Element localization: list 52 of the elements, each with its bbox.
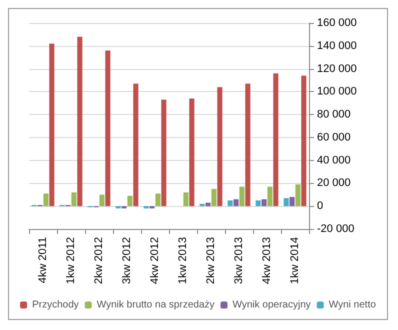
y-tick-label: 120 000 [317, 62, 357, 75]
y-tick-label: 160 000 [317, 17, 357, 29]
y-tick-label: 0 [317, 200, 324, 212]
bar [284, 198, 289, 206]
bar [105, 50, 110, 206]
bar [200, 204, 205, 206]
bar [133, 84, 138, 206]
x-tick-label: 2kw 2013 [205, 237, 217, 284]
bar [262, 199, 267, 206]
bar [161, 100, 166, 206]
y-tick-label: -20 000 [317, 223, 354, 235]
x-tick-label: 1kw 2012 [65, 237, 77, 284]
bar [267, 186, 272, 206]
y-tick-label: 80 000 [317, 108, 351, 121]
y-tick-label: 20 000 [317, 177, 351, 190]
bar [43, 194, 48, 206]
x-tick-label: 3kw 2012 [121, 237, 133, 284]
x-tick-label: 1kw 2013 [177, 237, 189, 284]
y-tick-label: 60 000 [317, 131, 351, 144]
x-tick-label: 2kw 2012 [93, 237, 105, 284]
legend-label: Wynik brutto na sprzedaży [96, 300, 215, 310]
bar [245, 84, 250, 206]
bar [206, 202, 211, 206]
bar [71, 192, 76, 206]
bar [239, 186, 244, 206]
bar [77, 36, 82, 206]
bar [301, 76, 306, 206]
bar [290, 196, 295, 206]
bar [256, 200, 261, 206]
y-tick-label: 40 000 [317, 154, 351, 166]
y-tick-label: 140 000 [317, 40, 357, 52]
x-tick-label: 1kw 2014 [289, 237, 301, 284]
x-tick-label: 4kw 2013 [261, 237, 273, 284]
legend-label: Wyni netto [328, 300, 376, 310]
x-tick-label: 4kw 2011 [37, 237, 49, 284]
bar [155, 194, 160, 206]
x-tick-label: 4kw 2012 [149, 237, 161, 284]
bar [183, 192, 188, 206]
bar [217, 87, 222, 206]
legend-label: Przychody [32, 300, 79, 310]
bar [49, 44, 54, 206]
bar [189, 98, 194, 206]
legend-label: Wynik operacyjny [232, 300, 311, 310]
bar [273, 73, 278, 206]
bar [295, 184, 300, 206]
bar [211, 188, 216, 206]
bar [234, 199, 239, 206]
y-tick-label: 100 000 [317, 86, 357, 98]
bar [127, 196, 132, 206]
x-tick-label: 3kw 2013 [233, 237, 245, 284]
bar [228, 200, 233, 206]
bar [99, 194, 104, 206]
